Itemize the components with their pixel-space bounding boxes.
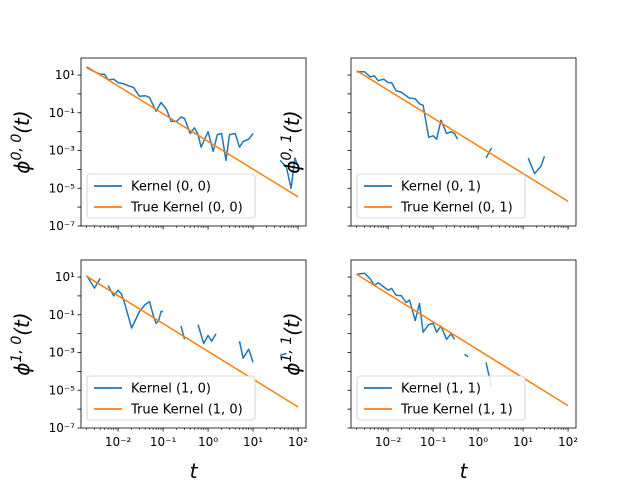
- true-kernel-line-01-0: [356, 70, 569, 203]
- legend-00: Kernel (0, 0) True Kernel (0, 0): [86, 173, 256, 219]
- plot-area-00: [86, 65, 299, 198]
- y-tick-label: 10⁻⁷: [49, 421, 76, 435]
- y-tick-label: 10⁻¹: [49, 106, 76, 120]
- plot-area-01: [356, 70, 569, 203]
- true-kernel-line-11-0: [356, 273, 569, 407]
- estimated-kernel-line-10-4: [238, 341, 254, 363]
- x-axis-label: t: [460, 459, 469, 480]
- x-tick-label: 10⁻²: [375, 435, 402, 449]
- legend-label: Kernel (0, 0): [131, 180, 211, 195]
- estimated-kernel-line-11-1: [464, 353, 469, 358]
- y-tick-label: 10⁻⁵: [49, 181, 76, 195]
- y-tick-label: 10⁻³: [49, 144, 76, 158]
- true-kernel-line-00-0: [86, 65, 299, 198]
- plot-area-10: [85, 275, 299, 408]
- legend-box: [356, 173, 526, 219]
- estimated-kernel-line-11-0: [356, 272, 456, 341]
- panel-00: 10¹ 10⁻¹ 10⁻³ 10⁻⁵ 10⁻⁷ ϕ0, 0(t) Kernel (0, 0)…: [9, 57, 307, 233]
- x-tick-label: 10¹: [243, 435, 263, 449]
- axes-frame-10: [80, 259, 307, 429]
- x-tick-label: 10²: [558, 435, 578, 449]
- legend-label: True Kernel (1, 1): [400, 403, 513, 418]
- y-axis-label-11: ϕ1, 1(t): [279, 312, 304, 375]
- x-tick-label: 10⁰: [468, 435, 488, 449]
- x-tick-label: 10¹: [513, 435, 533, 449]
- panel-11: 10⁻² 10⁻¹ 10⁰ 10¹ 10² t ϕ1, 1(t) Kernel (1, 1) T…: [279, 259, 578, 480]
- y-axis-label-10: ϕ1, 0(t): [9, 312, 34, 375]
- legend-label: True Kernel (0, 1): [400, 201, 513, 216]
- y-tick-label: 10⁻⁷: [49, 219, 76, 233]
- true-kernel-line-10-0: [86, 275, 299, 408]
- y-tick-label: 10¹: [55, 270, 75, 284]
- legend-01: Kernel (0, 1) True Kernel (0, 1): [356, 173, 526, 219]
- estimated-kernel-line-10-0: [85, 275, 101, 289]
- legend-label: Kernel (1, 0): [131, 382, 211, 397]
- x-tick-label: 10⁻¹: [420, 435, 447, 449]
- axes-frame-00: [80, 57, 307, 227]
- legend-box: [356, 375, 526, 421]
- x-tick-label: 10⁰: [198, 435, 218, 449]
- y-axis-label-00: ϕ0, 0(t): [9, 110, 34, 173]
- y-tick-label: 10¹: [55, 68, 75, 82]
- estimated-kernel-line-10-3: [197, 324, 217, 345]
- panel-01: ϕ0, 1(t) Kernel (0, 1) True Kernel (0, 1): [279, 57, 577, 230]
- estimated-kernel-line-10-5: [279, 352, 287, 357]
- x-axis-label: t: [190, 459, 199, 480]
- panel-10: 10⁻² 10⁻¹ 10⁰ 10¹ 10² t 10¹ 10⁻¹ 10⁻³ 10⁻⁵ 10⁻⁷ ϕ1,…: [9, 259, 308, 480]
- y-tick-label: 10⁻¹: [49, 308, 76, 322]
- x-tick-label: 10²: [288, 435, 308, 449]
- legend-11: Kernel (1, 1) True Kernel (1, 1): [356, 375, 526, 421]
- y-tick-label: 10⁻³: [49, 346, 76, 360]
- x-tick-label: 10⁻²: [105, 435, 132, 449]
- legend-label: True Kernel (1, 0): [130, 403, 243, 418]
- legend-label: True Kernel (0, 0): [130, 201, 243, 216]
- legend-10: Kernel (1, 0) True Kernel (1, 0): [86, 375, 256, 421]
- legend-label: Kernel (1, 1): [401, 382, 481, 397]
- axes-frame-11: [350, 259, 577, 429]
- plot-area-11: [356, 272, 569, 407]
- axes-frame-01: [350, 57, 577, 227]
- legend-box: [86, 173, 256, 219]
- legend-label: Kernel (0, 1): [401, 180, 481, 195]
- estimated-kernel-line-01-0: [356, 70, 459, 140]
- y-axis-label-01: ϕ0, 1(t): [279, 110, 304, 173]
- estimated-kernel-line-01-2: [527, 155, 546, 175]
- y-tick-label: 10⁻⁵: [49, 383, 76, 397]
- x-tick-label: 10⁻¹: [150, 435, 177, 449]
- estimated-kernel-line-00-1: [279, 157, 299, 190]
- legend-box: [86, 375, 256, 421]
